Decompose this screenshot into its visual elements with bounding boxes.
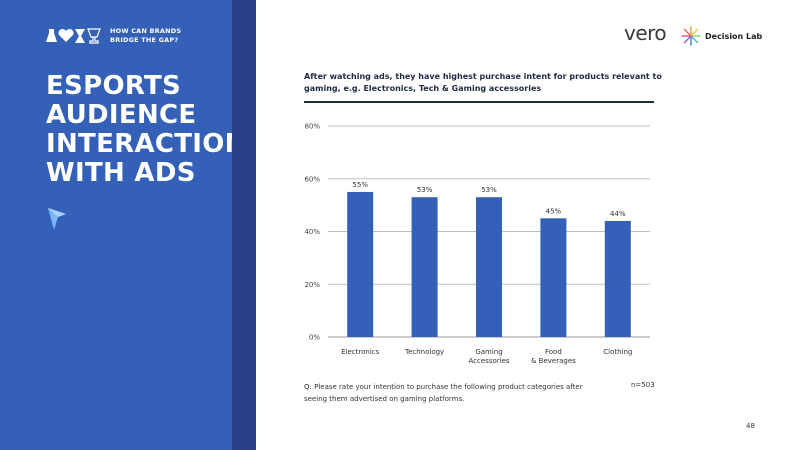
y-tick-label: 80% [304,123,320,131]
page-number: 48 [746,422,755,430]
bar [604,220,631,337]
bar [540,218,567,337]
bar-value-label: 55% [352,181,368,189]
cursor-icon [48,208,66,230]
bar-value-label: 53% [417,186,433,194]
x-tick-label: Accessories [468,357,509,365]
vero-logo-text: vero [624,24,666,44]
chart-bars [347,191,631,337]
x-tick-label: Food [545,348,562,356]
bar [476,197,502,337]
left-panel: HOW CAN BRANDS BRIDGE THE GAP? ESPORTS A… [0,0,246,450]
y-tick-label: 40% [304,228,320,236]
y-tick-label: 60% [304,175,320,183]
chart-footnote: Q: Please rate your intention to purchas… [304,383,583,403]
bar [411,197,438,337]
heart-icon [58,28,74,42]
x-tick-label: Electronics [341,348,380,356]
brand-tagline: HOW CAN BRANDS BRIDGE THE GAP? [110,27,181,45]
vero-logo: vero [624,24,667,44]
chart-labels: 55% Electronics 53% Technology 53% GamingAcce… [341,181,632,365]
decision-lab-icon [681,26,701,46]
bar-value-label: 45% [546,207,562,215]
section-title: ESPORTS AUDIENCE INTERACTION WITH ADS [46,72,247,188]
bar-value-label: 44% [610,210,626,218]
bar [347,191,374,337]
decision-lab-text: Decision Lab [705,31,763,41]
tagline-line-1: HOW CAN BRANDS [110,27,182,35]
decision-lab-logo: Decision Lab [680,24,762,48]
y-tick-label: 20% [304,281,320,289]
flask-icon [46,29,57,42]
bar-value-label: 53% [481,186,497,194]
bar-chart: 0% 20% 40% 60% 80% 55% Electronics 53% Technolo… [304,123,650,365]
brand-icons [46,28,101,44]
tagline-line-2: BRIDGE THE GAP? [110,36,179,44]
section-title-line-4: WITH ADS [46,158,196,188]
x-tick-label: Technology [404,348,444,356]
hourglass-icon [75,29,85,43]
x-tick-label: Clothing [603,348,632,356]
y-tick-label: 0% [309,334,320,342]
chart-title-rule [304,101,654,103]
cup-icon [87,28,101,44]
sample-size: n=503 [631,381,655,389]
section-title-line-3: INTERACTION [46,129,247,159]
chart-title: After watching ads, they have highest pu… [304,72,662,93]
x-tick-label: & Beverages [531,357,576,365]
section-title-line-1: ESPORTS [46,71,182,101]
x-tick-label: Gaming [475,348,502,356]
left-stripe [232,0,256,450]
section-title-line-2: AUDIENCE [46,100,197,130]
